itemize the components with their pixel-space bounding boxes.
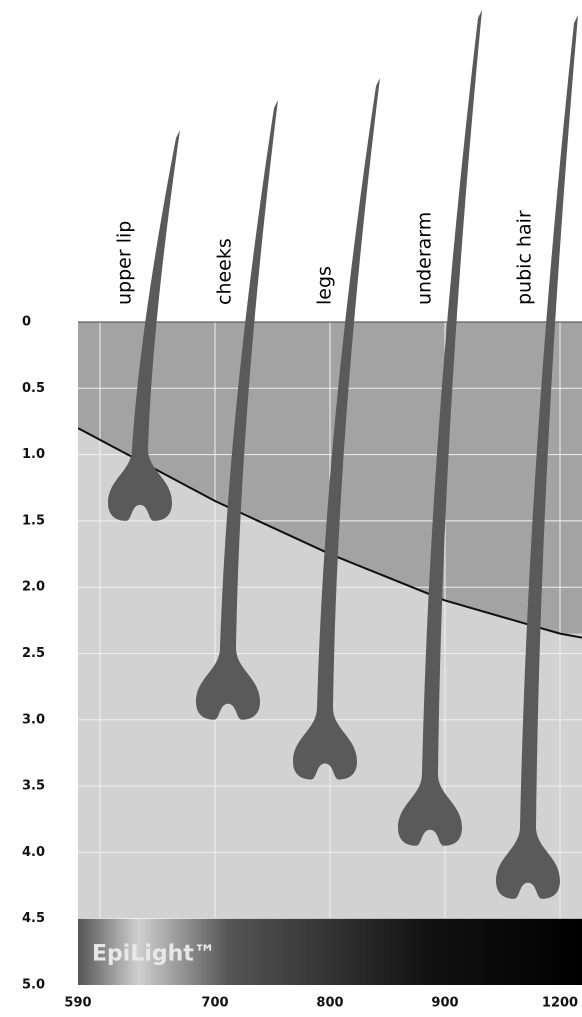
x-tick-label: 1200: [542, 996, 578, 1011]
hair-label: pubic hair: [514, 210, 536, 305]
y-tick-label: 2.5: [22, 646, 45, 661]
y-tick-label: 1.0: [22, 447, 45, 462]
x-tick-label: 800: [316, 996, 343, 1011]
y-tick-label: 0: [22, 315, 31, 330]
x-tick-label: 590: [64, 996, 91, 1011]
y-tick-label: 4.0: [22, 845, 45, 860]
y-tick-label: 5.0: [22, 978, 45, 993]
brand-label: EpiLight™: [92, 942, 216, 967]
y-tick-label: 4.5: [22, 911, 45, 926]
hair-label: underarm: [414, 212, 436, 305]
chart: 0 0.5 1.0 1.5 2.0 2.5 3.0 3.5 4.0 4.5 5.0 590 700 800…: [0, 0, 582, 1017]
hair-label: legs: [314, 266, 336, 305]
y-tick-label: 1.5: [22, 513, 45, 528]
hair-label: cheeks: [214, 238, 236, 305]
y-tick-label: 3.5: [22, 779, 45, 794]
hair-label: upper lip: [114, 221, 136, 305]
y-tick-label: 2.0: [22, 580, 45, 595]
y-tick-label: 3.0: [22, 712, 45, 727]
x-tick-label: 900: [431, 996, 458, 1011]
x-tick-label: 700: [201, 996, 228, 1011]
y-tick-label: 0.5: [22, 381, 45, 396]
